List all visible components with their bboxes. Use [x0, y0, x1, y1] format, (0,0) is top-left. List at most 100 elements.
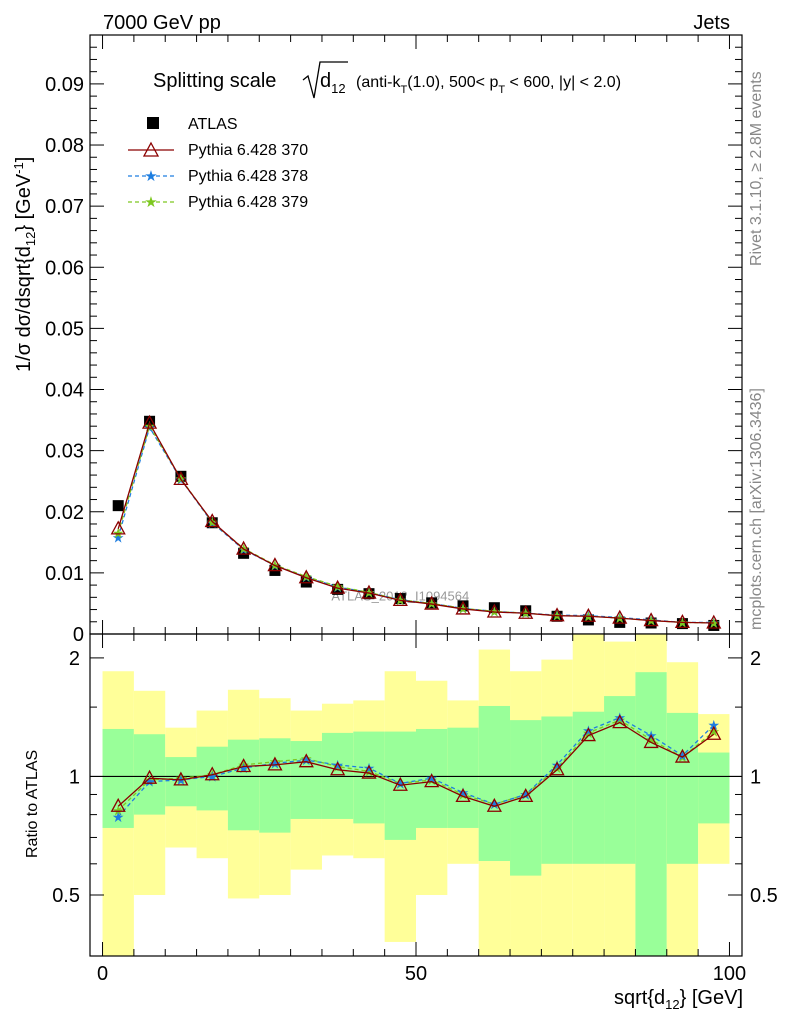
legend-378-marker: ★ [144, 168, 157, 185]
ratio-p370-point [580, 727, 596, 742]
main-y-tick-label: 0.04 [45, 380, 84, 402]
ratio-y-tick-label: 1 [69, 766, 80, 788]
legend-379-label: Pythia 6.428 379 [188, 194, 308, 211]
ratio-p378-point: ★ [488, 796, 501, 812]
main-p370-point [486, 603, 502, 618]
ratio-p370-point [455, 788, 471, 803]
legend: ATLAS Pythia 6.428 370 ★ Pythia 6.428 37… [128, 116, 308, 211]
ratio-p370-point [361, 764, 377, 779]
legend-370-label: Pythia 6.428 370 [188, 142, 308, 159]
main-p370-point [267, 557, 283, 572]
ratio-y-tick-label-right: 1 [750, 766, 761, 788]
main-p379-point: ★ [112, 525, 125, 541]
atlas-data-point [300, 576, 312, 588]
ratio-p378-point: ★ [269, 755, 282, 771]
ratio-p370-point [267, 756, 283, 771]
x-tick-label: 100 [713, 963, 746, 985]
ratio-y-axis-label: Ratio to ATLAS [24, 750, 41, 858]
main-p370-point [141, 414, 158, 429]
ratio-p378-point: ★ [708, 717, 721, 733]
ratio-y-tick-label-right: 2 [750, 648, 761, 670]
main-p370-point [643, 612, 659, 627]
ratio-y-tick-label-right: 0.5 [750, 885, 778, 907]
ratio-p370-point [706, 725, 722, 740]
ratio-p379-point: ★ [175, 770, 188, 786]
rivet-version-label: Rivet 3.1.10, ≥ 2.8M events [748, 71, 765, 266]
sqrt-symbol-icon [302, 61, 348, 99]
ratio-p370-point [486, 797, 502, 812]
main-p370-point [455, 600, 471, 615]
uncertainty-band-inner [133, 734, 166, 815]
ratio-p370-point [141, 769, 158, 784]
main-p370-point [298, 569, 314, 584]
legend-379-marker: ★ [144, 194, 157, 211]
main-p370-point [424, 595, 440, 610]
uncertainty-band-inner [447, 727, 479, 828]
ratio-p370-point [549, 761, 565, 776]
ratio-p378-point: ★ [519, 786, 532, 802]
atlas-data-point [614, 616, 626, 628]
ratio-p370-point [173, 771, 189, 786]
uncertainty-band-inner [698, 752, 730, 824]
ratio-p370-point [643, 734, 659, 749]
main-p370-point [518, 604, 534, 619]
main-y-tick-label: 0 [73, 624, 84, 646]
legend-atlas-label: ATLAS [188, 116, 238, 133]
atlas-data-point [144, 415, 156, 427]
ratio-p370-point [612, 714, 628, 729]
ratio-p370-point [330, 761, 346, 776]
ratio-p370-point [674, 748, 691, 763]
main-p370-point [706, 614, 722, 629]
ratio-y-tick-label: 2 [69, 648, 80, 670]
ratio-p378-point: ★ [394, 775, 407, 791]
legend-378-label: Pythia 6.428 378 [188, 168, 308, 185]
legend-atlas-marker [147, 117, 159, 129]
main-y-tick-label: 0.09 [45, 74, 84, 96]
ratio-p370-point [518, 788, 534, 803]
main-y-axis-label: 1/σ dσ/dsqrt{d12} [GeV-1] [11, 157, 38, 372]
ratio-p379-point: ★ [425, 772, 438, 788]
atlas-data-point [175, 470, 187, 482]
atlas-data-point [645, 617, 657, 629]
ratio-p379-point: ★ [488, 796, 501, 812]
uncertainty-band-inner [635, 672, 667, 956]
ratio-p378-point: ★ [676, 748, 689, 764]
legend-370-marker [142, 141, 160, 157]
plot-title-main: Splitting scale [153, 70, 276, 92]
ratio-p378-point: ★ [112, 809, 125, 825]
main-p379-point: ★ [331, 578, 344, 594]
main-y-tick-label: 0.08 [45, 135, 84, 157]
x-tick-label: 50 [405, 963, 427, 985]
main-y-tick-label: 0.01 [45, 563, 84, 585]
main-y-tick-label: 0.05 [45, 318, 84, 340]
atlas-data-point [488, 602, 500, 614]
plot-title: Splitting scale d12 (anti-kT(1.0), 500< … [153, 61, 621, 99]
atlas-data-point [332, 583, 344, 595]
main-p378-point: ★ [331, 579, 344, 595]
ratio-p379-point: ★ [363, 763, 376, 779]
ratio-p370-point [236, 758, 252, 773]
plot-title-symbol: d12 [320, 70, 346, 96]
main-y-tick-label: 0.03 [45, 441, 84, 463]
ratio-plot-panel: 0.5 0.51 12 20 50 100★★ ★ ★★ ★ ★ ★ ★★ ★★★★★★★★★★★★ ★ ★… [52, 633, 778, 985]
atlas-data-point [708, 619, 720, 631]
ratio-p370-point [424, 773, 440, 788]
atlas-data-point [676, 618, 688, 630]
x-tick-label: 0 [97, 963, 108, 985]
ratio-p370-point [392, 776, 408, 791]
ratio-p378-point: ★ [457, 785, 470, 801]
main-p370-point [173, 470, 189, 486]
ratio-p370-point [204, 766, 220, 781]
mcplots-label: mcplots.cern.ch [arXiv:1306.3436] [748, 388, 765, 630]
atlas-data-point [238, 547, 250, 559]
main-y-tick-label: 0.06 [45, 257, 84, 279]
uncertainty-band-inner [196, 746, 228, 811]
ratio-p378-point: ★ [300, 752, 313, 768]
uncertainty-band-inner [165, 757, 197, 807]
atlas-data-point [394, 593, 406, 605]
ratio-p370-point [110, 797, 126, 812]
main-p379-point: ★ [300, 569, 313, 585]
main-y-tick-label: 0.02 [45, 502, 84, 524]
main-p370-point [549, 607, 565, 622]
